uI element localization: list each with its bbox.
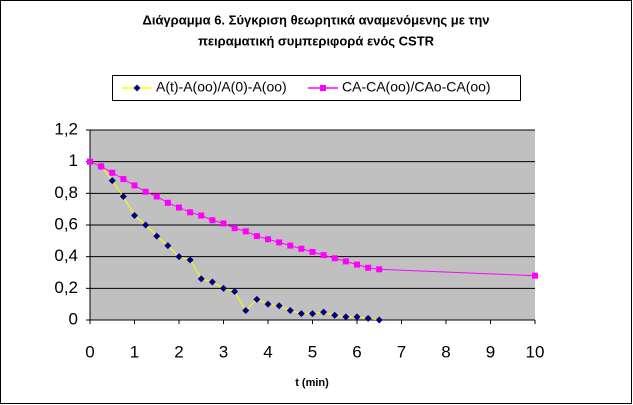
x-tick-label: 6: [352, 342, 361, 361]
marker: [309, 248, 316, 255]
marker: [198, 212, 205, 219]
chart-title: πειραματική συμπεριφορά ενός CSTR: [198, 33, 435, 48]
marker: [87, 158, 93, 165]
y-tick-label: 0,2: [54, 278, 78, 297]
marker: [242, 307, 250, 314]
marker: [342, 258, 349, 265]
marker: [98, 163, 105, 170]
x-axis-label: t (min): [295, 377, 329, 389]
marker: [253, 295, 261, 303]
marker: [298, 245, 305, 252]
marker: [120, 176, 127, 183]
legend-label: A(t)-A(oo)/A(0)-A(oo): [156, 79, 287, 95]
marker: [242, 228, 249, 235]
marker: [320, 85, 326, 91]
x-tick-label: 4: [263, 342, 272, 361]
marker: [153, 193, 160, 200]
marker: [353, 313, 361, 321]
marker: [320, 252, 327, 259]
x-tick-label: 5: [308, 342, 317, 361]
marker: [265, 236, 271, 243]
marker: [220, 220, 227, 227]
marker: [231, 288, 239, 295]
marker: [275, 302, 283, 310]
x-tick-label: 1: [130, 342, 139, 361]
x-tick-label: 2: [174, 342, 183, 361]
marker: [286, 307, 294, 314]
marker: [119, 193, 127, 200]
marker: [365, 264, 372, 271]
marker: [220, 284, 227, 292]
marker: [164, 242, 172, 250]
y-tick-label: 1,2: [54, 119, 78, 138]
legend-label: CA-CA(oo)/CAo-CA(oo): [342, 79, 491, 95]
x-tick-label: 7: [397, 342, 406, 361]
marker: [287, 242, 294, 249]
y-tick-label: 0,8: [54, 183, 78, 202]
marker: [153, 232, 161, 240]
y-tick-label: 1: [69, 151, 78, 170]
chart-title: Διάγραμμα 6. Σύγκριση θεωρητικά αναμενόμ…: [142, 12, 489, 27]
marker: [186, 256, 194, 264]
marker: [208, 278, 216, 286]
marker: [264, 300, 272, 308]
marker: [532, 272, 538, 279]
marker: [231, 225, 238, 232]
marker: [176, 204, 182, 211]
marker: [164, 199, 171, 206]
marker: [142, 221, 150, 229]
marker: [209, 217, 216, 224]
marker: [108, 177, 116, 185]
x-tick-label: 0: [85, 342, 94, 361]
marker: [133, 84, 141, 92]
x-tick-label: 8: [441, 342, 450, 361]
marker: [109, 169, 116, 176]
x-tick-label: 9: [486, 342, 495, 361]
y-tick-label: 0: [69, 309, 78, 328]
y-tick-label: 0,4: [54, 246, 78, 265]
y-tick-label: 0,6: [54, 214, 78, 233]
marker: [354, 261, 360, 268]
marker: [253, 233, 260, 240]
marker: [197, 275, 205, 283]
marker: [187, 209, 194, 216]
marker: [175, 253, 183, 261]
marker: [331, 311, 339, 319]
x-tick-label: 3: [219, 342, 228, 361]
marker: [309, 310, 316, 318]
marker: [297, 310, 305, 318]
x-tick-label: 10: [526, 342, 545, 361]
marker: [376, 266, 383, 273]
series-line: [89, 161, 536, 277]
marker: [131, 182, 138, 189]
marker: [364, 314, 372, 322]
marker: [131, 212, 138, 219]
marker: [276, 239, 283, 246]
marker: [320, 308, 328, 316]
marker: [375, 316, 383, 324]
marker: [142, 188, 149, 195]
marker: [331, 255, 338, 262]
marker: [342, 313, 350, 321]
